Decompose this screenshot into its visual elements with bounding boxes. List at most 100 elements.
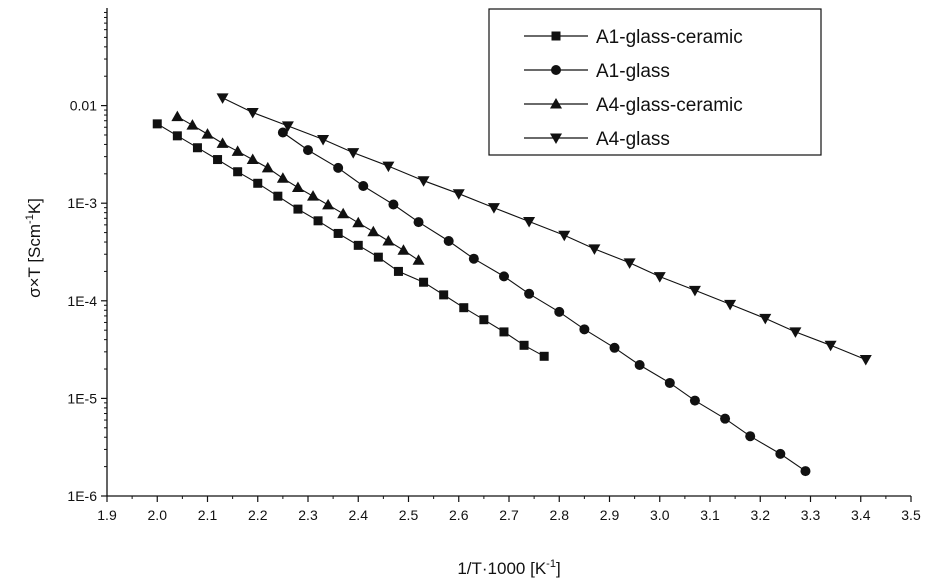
x-tick-label: 3.5 — [901, 507, 921, 523]
y-tick-label: 1E-4 — [67, 293, 97, 309]
data-point-a1-glass-ceramic — [152, 119, 162, 129]
y-tick-label: 1E-5 — [67, 390, 97, 406]
data-point-a1-glass — [775, 448, 786, 459]
legend-label: A4-glass-ceramic — [596, 95, 743, 116]
legend-item-a4-glass-ceramic: A4-glass-ceramic — [524, 95, 743, 116]
legend-label: A1-glass — [596, 61, 670, 82]
y-axis-title-main: σ×T [Scm — [25, 224, 44, 298]
x-axis-title-end: ] — [556, 559, 561, 578]
legend-marker-a4-glass-ceramic — [550, 98, 562, 109]
data-point-a4-glass-ceramic — [171, 110, 184, 122]
y-tick-label: 0.01 — [70, 98, 97, 114]
data-point-a4-glass — [759, 313, 772, 325]
data-point-a1-glass-ceramic — [393, 266, 403, 276]
legend: A1-glass-ceramic A1-glass A4-glass-ceramic… — [488, 8, 822, 156]
data-point-a4-glass-ceramic — [397, 244, 410, 255]
x-tick-label: 2.5 — [399, 507, 419, 523]
data-point-a1-glass — [554, 306, 565, 317]
y-axis-title: σ×T [Scm-1K] — [24, 198, 44, 298]
data-point-a1-glass-ceramic — [253, 178, 263, 188]
series-a1-glass-ceramic — [152, 119, 549, 361]
data-point-a4-glass-ceramic — [291, 181, 304, 192]
data-point-a4-glass-ceramic — [261, 161, 274, 173]
data-point-a1-glass-ceramic — [213, 155, 223, 165]
x-axis-title-main: 1/T·1000 [K — [457, 559, 546, 578]
x-tick-label: 3.1 — [700, 507, 720, 523]
data-point-a4-glass-ceramic — [276, 172, 289, 183]
x-axis-title: 1/T·1000 [K-1] — [457, 558, 560, 578]
data-point-a4-glass — [724, 299, 737, 311]
data-point-a4-glass — [789, 327, 802, 338]
data-point-a1-glass-ceramic — [419, 277, 429, 287]
data-point-a1-glass-ceramic — [313, 216, 323, 226]
data-point-a1-glass-ceramic — [539, 351, 549, 361]
y-tick-label: 1E-6 — [67, 488, 97, 504]
data-point-a1-glass-ceramic — [499, 327, 509, 337]
legend-item-a4-glass: A4-glass — [524, 129, 670, 150]
series-a4-glass — [216, 93, 872, 366]
data-point-a1-glass — [468, 253, 479, 264]
data-point-a4-glass — [216, 93, 229, 104]
x-axis-ticks: 1.9 2.0 2.1 2.2 2.3 2.4 2.5 2.6 2.7 2.8 2.9 3.0 3.1 3… — [97, 496, 921, 523]
data-point-a4-glass — [281, 121, 294, 132]
data-point-a4-glass — [623, 258, 636, 269]
series-a1-glass — [277, 127, 811, 477]
legend-label: A4-glass — [596, 129, 670, 150]
data-point-a1-glass-ceramic — [373, 252, 383, 262]
data-point-a1-glass — [664, 377, 675, 388]
data-point-a4-glass — [347, 148, 360, 159]
data-point-a1-glass — [443, 235, 454, 246]
x-tick-label: 1.9 — [97, 507, 117, 523]
data-point-a1-glass — [524, 288, 535, 299]
x-tick-label: 2.7 — [499, 507, 519, 523]
data-point-a1-glass — [358, 181, 369, 192]
x-tick-label: 2.2 — [248, 507, 268, 523]
data-point-a1-glass — [689, 395, 700, 406]
data-point-a1-glass — [333, 162, 344, 173]
data-point-a1-glass-ceramic — [439, 290, 449, 300]
x-tick-label: 2.0 — [148, 507, 168, 523]
y-tick-label: 1E-3 — [67, 195, 97, 211]
data-point-a4-glass-ceramic — [246, 153, 259, 165]
x-tick-label: 2.1 — [198, 507, 218, 523]
data-point-a1-glass-ceramic — [233, 167, 243, 177]
legend-item-a1-glass: A1-glass — [524, 61, 670, 82]
data-point-a1-glass — [413, 217, 424, 228]
data-point-a1-glass-ceramic — [273, 191, 283, 201]
data-point-a4-glass-ceramic — [307, 190, 320, 201]
data-point-a4-glass — [417, 176, 430, 187]
data-point-a1-glass — [720, 413, 731, 424]
data-point-a1-glass-ceramic — [192, 143, 202, 153]
data-point-a1-glass-ceramic — [353, 240, 363, 250]
legend-marker-a1-glass-ceramic — [551, 31, 561, 41]
data-point-a4-glass-ceramic — [352, 216, 365, 228]
data-point-a4-glass — [523, 216, 536, 228]
data-point-a1-glass — [388, 199, 399, 210]
data-point-a4-glass-ceramic — [231, 145, 244, 156]
x-tick-label: 2.8 — [550, 507, 570, 523]
x-tick-label: 2.9 — [600, 507, 620, 523]
data-point-a4-glass — [382, 161, 395, 173]
data-point-a1-glass-ceramic — [479, 315, 489, 325]
legend-box — [488, 8, 822, 156]
x-tick-label: 2.3 — [298, 507, 318, 523]
data-point-a4-glass — [452, 189, 465, 200]
data-point-a4-glass-ceramic — [367, 225, 380, 237]
x-tick-label: 2.6 — [449, 507, 469, 523]
legend-marker-a1-glass — [551, 65, 561, 75]
data-point-a4-glass — [558, 230, 571, 242]
legend-item-a1-glass-ceramic: A1-glass-ceramic — [524, 27, 743, 48]
data-point-a4-glass-ceramic — [186, 119, 199, 130]
data-point-a4-glass-ceramic — [412, 254, 425, 265]
data-point-a1-glass-ceramic — [459, 303, 469, 313]
series-line-a4-glass — [222, 97, 867, 361]
y-axis-title-sup: -1 — [24, 214, 36, 224]
data-point-a1-glass-ceramic — [172, 131, 182, 141]
data-point-a1-glass — [277, 127, 288, 138]
data-point-a4-glass — [653, 272, 666, 283]
y-axis-ticks: 1E-6 1E-5 1E-4 1E-3 0.01 — [67, 11, 107, 504]
y-axis-title-end: K] — [25, 198, 44, 214]
data-point-a1-glass-ceramic — [333, 228, 343, 238]
legend-marker-a4-glass — [550, 133, 562, 144]
